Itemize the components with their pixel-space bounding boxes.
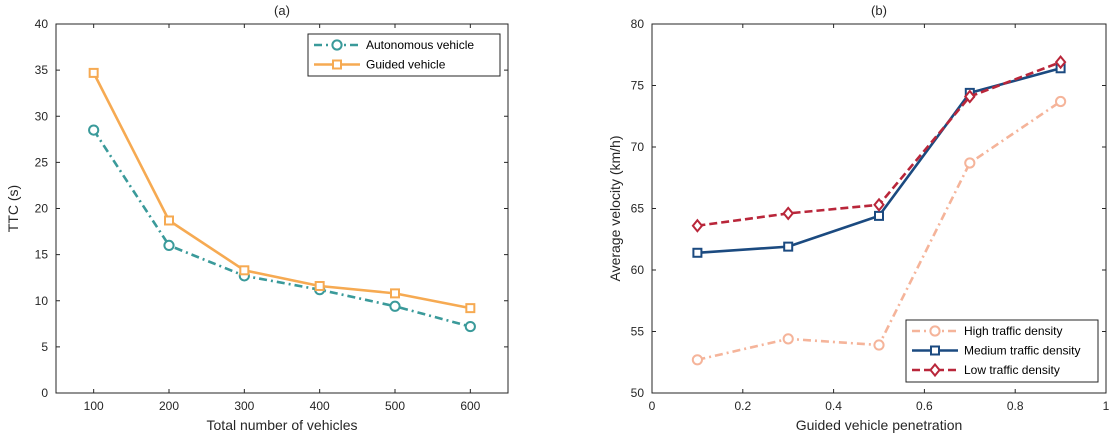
chart-a-data-point: [163, 239, 175, 251]
chart-b-legend-label: High traffic density: [964, 324, 1063, 338]
chart-a-data-point: [464, 320, 476, 333]
chart-a-data-point: [88, 67, 99, 78]
chart-b-x-tick-label: 0.4: [825, 399, 842, 413]
chart-a-y-tick-label: 5: [41, 340, 48, 354]
chart-a-x-tick-label: 200: [159, 399, 179, 413]
chart-a-data-point: [164, 215, 174, 226]
chart-a-x-tick-label: 100: [84, 399, 104, 413]
chart-b-legend-marker: [930, 345, 940, 356]
chart-a-series-2: [88, 67, 476, 314]
chart-b-data-point: [692, 247, 703, 258]
chart-b-title: (b): [871, 3, 887, 18]
chart-a-x-tick-label: 500: [385, 399, 405, 413]
chart-b-series-3: [691, 55, 1067, 233]
chart-b-y-tick-label: 65: [631, 202, 645, 216]
chart-a-legend-marker: [331, 39, 343, 51]
chart-b-y-tick-label: 70: [631, 140, 645, 154]
chart-a-legend-marker: [332, 59, 342, 70]
chart-b-data-point: [1055, 95, 1067, 108]
chart-b-y-tick-label: 55: [631, 325, 645, 339]
chart-a-x-axis-title: Total number of vehicles: [207, 417, 358, 433]
chart-a-data-point: [239, 265, 250, 276]
chart-a-data-point: [465, 303, 476, 314]
chart-b-y-tick-label: 80: [631, 17, 645, 31]
chart-a-y-tick-label: 25: [35, 155, 49, 169]
chart-a-legend: Autonomous vehicle Guided vehicle: [307, 33, 501, 77]
chart-b-data-point: [873, 197, 885, 212]
chart-a: 100 200 300 400 500 600 0 5 10 15 20 25 30 35 40 (a) Tot…: [5, 3, 509, 433]
chart-b-data-point: [691, 218, 704, 233]
chart-b-data-point: [964, 157, 976, 169]
chart-b-legend: High traffic density Medium traffic densi…: [905, 319, 1099, 383]
chart-a-y-tick-label: 35: [35, 63, 49, 77]
chart-b-data-point: [1054, 55, 1067, 70]
chart-a-legend-label: Guided vehicle: [366, 58, 446, 72]
chart-a-x-tick-label: 400: [310, 399, 330, 413]
chart-b-series-1: [691, 95, 1067, 366]
chart-b-series-line: [697, 67, 1061, 255]
chart-a-y-tick-label: 15: [35, 248, 49, 262]
chart-a-x-tick-label: 600: [460, 399, 480, 413]
chart-a-data-point: [389, 300, 401, 312]
chart-a-data-point: [390, 288, 400, 299]
chart-b-data-point: [964, 89, 976, 104]
chart-a-title: (a): [274, 3, 290, 18]
chart-a-axes-box: [55, 23, 509, 394]
chart-b-y-axis-title: Average velocity (km/h): [607, 135, 623, 281]
chart-b-legend-marker: [929, 325, 941, 337]
chart-a-legend-label: Autonomous vehicle: [366, 38, 474, 52]
chart-b-legend-label: Medium traffic density: [964, 344, 1081, 358]
chart-b-data-point: [782, 333, 794, 345]
chart-b-y-tick-label: 75: [631, 79, 645, 93]
chart-b-data-point: [782, 206, 794, 221]
chart-b: 0 0.2 0.4 0.6 0.8 1 50 55 60 65 70 75 80 (b) Guided ve…: [607, 3, 1110, 433]
chart-b-x-axis-title: Guided vehicle penetration: [796, 417, 963, 433]
chart-a-y-axis-title: TTC (s): [5, 185, 21, 232]
chart-a-data-point: [88, 124, 100, 136]
chart-a-series-1: [88, 124, 476, 333]
chart-a-y-tick-label: 30: [35, 109, 49, 123]
chart-b-data-point: [783, 241, 794, 252]
chart-b-series-2: [692, 63, 1066, 258]
chart-b-data-point: [874, 210, 884, 221]
chart-b-x-tick-label: 0.6: [916, 399, 933, 413]
chart-b-y-tick-label: 50: [631, 386, 645, 400]
chart-a-y-tick-label: 20: [35, 202, 49, 216]
chart-b-x-tick-label: 0.2: [734, 399, 751, 413]
chart-a-series-line: [92, 129, 471, 328]
chart-a-y-tick-label: 0: [41, 386, 48, 400]
chart-b-x-tick-label: 1: [1103, 399, 1110, 413]
chart-a-x-tick-label: 300: [234, 399, 254, 413]
chart-a-series-line: [92, 72, 471, 310]
chart-b-x-tick-label: 0.8: [1007, 399, 1024, 413]
chart-a-data-point: [314, 280, 325, 291]
chart-a-y-tick-label: 10: [35, 294, 49, 308]
chart-b-x-tick-label: 0: [649, 399, 656, 413]
chart-b-legend-label: Low traffic density: [964, 363, 1060, 377]
chart-b-data-point: [691, 354, 704, 366]
chart-b-y-tick-label: 60: [631, 263, 645, 277]
chart-a-y-tick-label: 40: [35, 17, 49, 31]
chart-b-legend-marker: [929, 362, 941, 378]
chart-b-data-point: [873, 339, 885, 351]
